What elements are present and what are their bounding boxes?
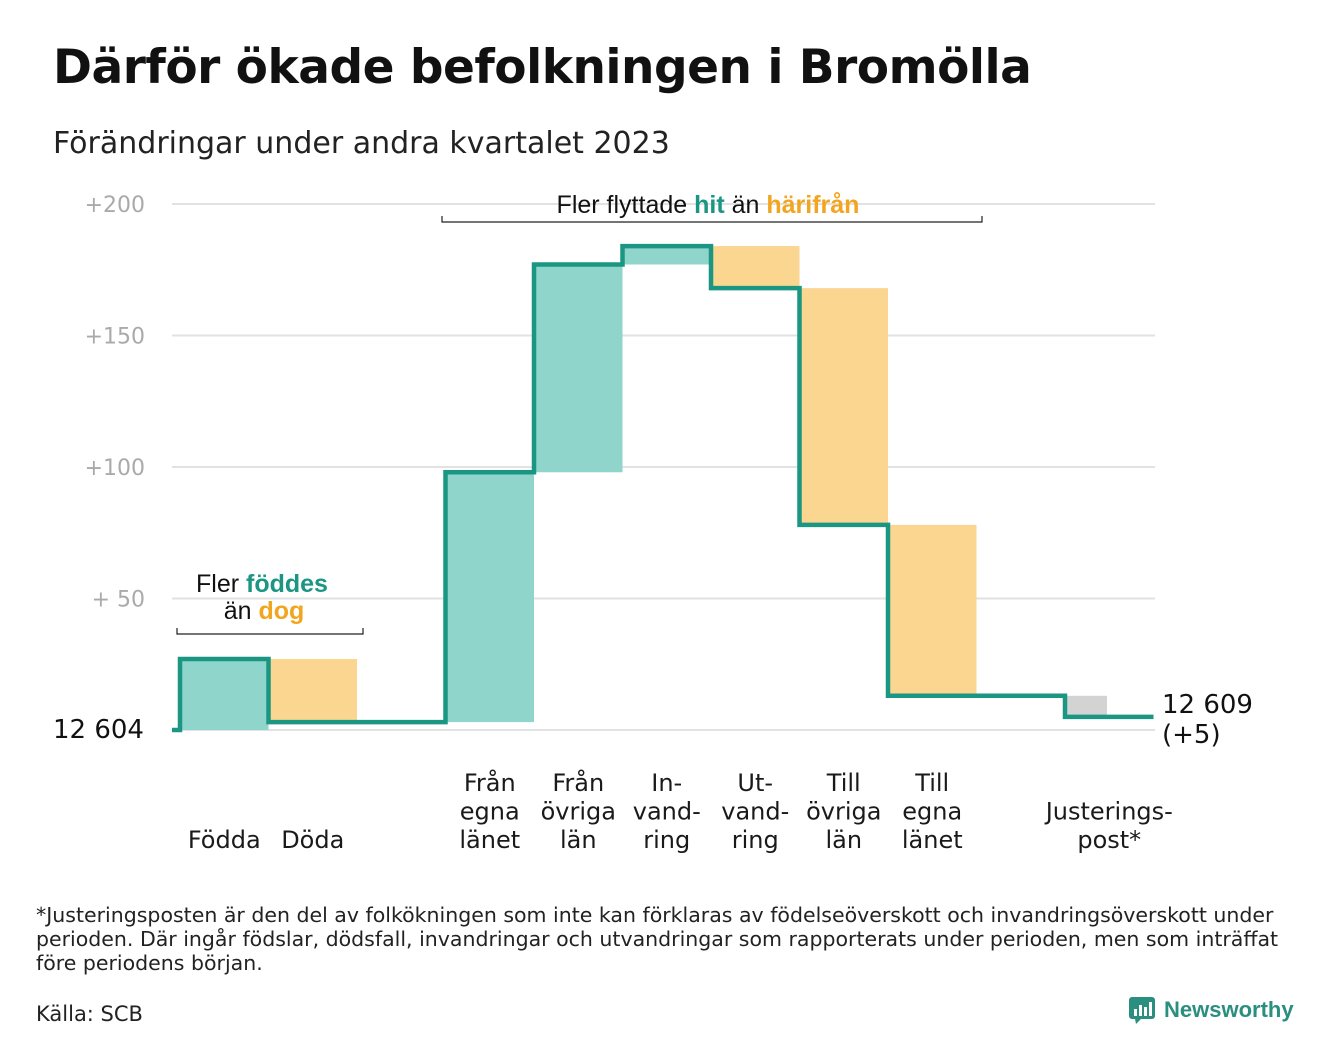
- category-label: Från: [552, 768, 604, 797]
- chart-title: Därför ökade befolkningen i Bromölla: [53, 40, 1032, 95]
- category-label: Till: [914, 769, 949, 797]
- y-tick-label: +200: [85, 193, 145, 218]
- waterfall-bar: [711, 246, 800, 289]
- category-label: länet: [459, 826, 520, 854]
- category-label: ring: [732, 826, 779, 854]
- waterfall-bar: [180, 658, 269, 730]
- annotation-part: dog: [258, 597, 304, 625]
- brand-logo: Newsworthy: [1128, 996, 1294, 1024]
- end-value-label: (+5): [1162, 720, 1221, 750]
- category-label: Till: [826, 769, 861, 797]
- annotation-text: Fler föddes: [196, 570, 328, 598]
- category-label: Ut-: [737, 769, 773, 797]
- annotation-text: än dog: [224, 597, 305, 625]
- annotation-text: Fler flyttade hit än härifrån: [557, 191, 860, 219]
- category-label: Justerings-: [1044, 798, 1173, 826]
- bars: [180, 246, 1107, 730]
- gridlines: [172, 203, 1155, 731]
- y-tick-label: +100: [85, 456, 145, 481]
- waterfall-bar: [1065, 695, 1107, 717]
- step-line-group: [172, 243, 1154, 733]
- annotation-bracket-births: [176, 628, 364, 635]
- category-label: vand-: [633, 798, 701, 826]
- annotation-bracket-moves: [441, 216, 983, 223]
- category-label: Från: [464, 768, 516, 797]
- annotation-part: Fler flyttade: [557, 191, 695, 219]
- category-label: Födda: [188, 826, 261, 854]
- category-label: övriga: [541, 798, 616, 826]
- category-label: post*: [1077, 826, 1141, 854]
- category-label: län: [825, 826, 862, 854]
- annotation-part: än: [725, 191, 767, 219]
- waterfall-bar: [799, 288, 888, 525]
- chart-subtitle: Förändringar under andra kvartalet 2023: [53, 126, 670, 161]
- waterfall-bar: [445, 472, 534, 723]
- category-label: vand-: [721, 798, 789, 826]
- cumulative-step-line: [172, 243, 1154, 733]
- baseline-value-label: 12 604: [53, 715, 144, 745]
- category-label: ring: [643, 826, 690, 854]
- source-note: Källa: SCB: [36, 1002, 143, 1026]
- footnote: *Justeringsposten är den del av folkökni…: [36, 903, 1279, 975]
- end-value-label: 12 609: [1162, 690, 1253, 720]
- category-label: länet: [902, 826, 963, 854]
- annotation-part: föddes: [246, 570, 328, 598]
- category-label: In-: [651, 769, 682, 797]
- category-label: egna: [902, 798, 962, 826]
- waterfall-bar: [534, 264, 623, 473]
- category-label: Döda: [281, 826, 344, 854]
- category-label: övriga: [806, 798, 881, 826]
- annotation-part: härifrån: [766, 191, 859, 219]
- waterfall-bar: [268, 658, 357, 723]
- newsworthy-logo-icon: [1129, 997, 1155, 1024]
- annotation-part: hit: [694, 191, 725, 219]
- category-label: län: [560, 826, 597, 854]
- y-tick-label: +150: [85, 325, 145, 350]
- category-label: egna: [460, 798, 520, 826]
- brand-name: Newsworthy: [1164, 997, 1294, 1022]
- y-tick-label: + 50: [92, 588, 145, 613]
- annotation-part: Fler: [196, 570, 246, 598]
- annotation-part: än: [224, 597, 259, 625]
- waterfall-bar: [888, 524, 977, 696]
- waterfall-bar: [622, 246, 711, 265]
